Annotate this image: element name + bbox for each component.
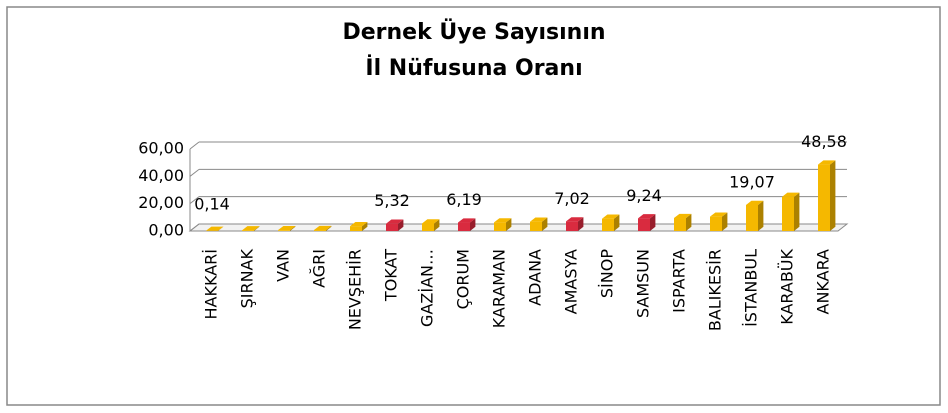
x-tick-label: SAMSUN bbox=[634, 249, 653, 318]
data-label: 9,24 bbox=[626, 186, 662, 205]
bar bbox=[458, 222, 470, 231]
data-label: 19,07 bbox=[729, 172, 775, 191]
bar-top bbox=[818, 160, 836, 165]
bar-side bbox=[362, 222, 368, 231]
bar-top bbox=[638, 214, 656, 219]
y-tick-label: 60,00 bbox=[138, 139, 184, 158]
bar-side bbox=[686, 213, 692, 231]
bar-top bbox=[710, 212, 728, 217]
bar bbox=[566, 221, 578, 231]
x-tick-label: AĞRI bbox=[310, 249, 329, 288]
bar-side bbox=[794, 192, 800, 231]
bar-top bbox=[746, 200, 764, 205]
bar bbox=[422, 223, 434, 231]
y-tick-label: 20,00 bbox=[138, 193, 184, 212]
bar-top bbox=[350, 222, 368, 227]
bar bbox=[638, 218, 650, 231]
bar bbox=[314, 230, 326, 231]
bar-side bbox=[578, 217, 584, 231]
bar-side bbox=[470, 218, 476, 231]
bar-top bbox=[278, 225, 296, 231]
x-tick-label: ANKARA bbox=[814, 249, 833, 315]
bar-top bbox=[314, 225, 332, 231]
x-tick-label: HAKKARİ bbox=[202, 249, 221, 319]
bar bbox=[242, 230, 254, 231]
x-tick-label: TOKAT bbox=[382, 249, 401, 302]
chart-title: Dernek Üye Sayısının bbox=[342, 19, 605, 45]
data-label: 7,02 bbox=[554, 189, 590, 208]
bar-top bbox=[242, 226, 260, 231]
x-tick-label: KARABÜK bbox=[778, 248, 797, 324]
bar-side bbox=[542, 217, 548, 231]
bar bbox=[818, 164, 830, 231]
bar-side bbox=[254, 226, 260, 231]
bar-side bbox=[506, 218, 512, 231]
bar bbox=[350, 226, 362, 231]
bar-top bbox=[566, 217, 584, 222]
bar-top bbox=[530, 217, 548, 222]
x-tick-label: İSTANBUL bbox=[742, 249, 761, 327]
grid-line-side bbox=[189, 168, 200, 177]
y-tick-label: 0,00 bbox=[148, 221, 184, 240]
bar bbox=[602, 218, 614, 231]
bar bbox=[278, 230, 290, 231]
bar bbox=[782, 196, 794, 231]
x-tick-label: ŞIRNAK bbox=[238, 249, 257, 309]
bar-top bbox=[458, 218, 476, 223]
chart-title: İl Nüfusuna Oranı bbox=[365, 55, 582, 81]
bar-top bbox=[494, 218, 512, 223]
bar bbox=[746, 204, 758, 231]
bar-top bbox=[674, 213, 692, 219]
x-tick-label: ADANA bbox=[526, 249, 545, 306]
bar bbox=[530, 221, 542, 231]
bar-side bbox=[398, 219, 404, 231]
bar-side bbox=[290, 225, 296, 231]
bar bbox=[386, 223, 398, 231]
grid-line-side bbox=[189, 223, 200, 232]
data-label: 6,19 bbox=[446, 190, 482, 209]
bar-top bbox=[602, 214, 620, 219]
x-tick-label: ÇORUM bbox=[454, 249, 473, 309]
x-tick-label: ISPARTA bbox=[670, 249, 689, 313]
bar bbox=[494, 222, 506, 231]
grid-line-side bbox=[189, 141, 200, 150]
bar-side bbox=[218, 226, 224, 231]
bar bbox=[710, 216, 722, 231]
bar-top bbox=[422, 219, 440, 224]
data-label: 5,32 bbox=[374, 191, 410, 210]
bar-top bbox=[782, 192, 800, 197]
x-tick-label: KARAMAN bbox=[490, 249, 509, 328]
x-tick-label: SİNOP bbox=[598, 249, 617, 298]
bar-side bbox=[614, 214, 620, 231]
x-tick-label: GAZİAN… bbox=[418, 249, 437, 327]
y-tick-label: 40,00 bbox=[138, 166, 184, 185]
x-tick-label: VAN bbox=[274, 249, 293, 282]
data-label: 0,14 bbox=[194, 195, 230, 214]
bar-side bbox=[830, 160, 836, 231]
data-label: 48,58 bbox=[801, 132, 847, 151]
bar-side bbox=[722, 212, 728, 231]
bar-top bbox=[386, 219, 404, 224]
x-tick-label: BALIKESİR bbox=[706, 249, 725, 331]
grid-line-side bbox=[189, 196, 200, 205]
bar-side bbox=[650, 214, 656, 231]
x-tick-label: AMASYA bbox=[562, 249, 581, 314]
bar-side bbox=[758, 200, 764, 231]
x-tick-label: NEVŞEHİR bbox=[346, 249, 365, 330]
bar-side bbox=[326, 225, 332, 231]
bar bbox=[674, 218, 686, 231]
bar-top bbox=[206, 226, 224, 231]
bar-side bbox=[434, 219, 440, 231]
